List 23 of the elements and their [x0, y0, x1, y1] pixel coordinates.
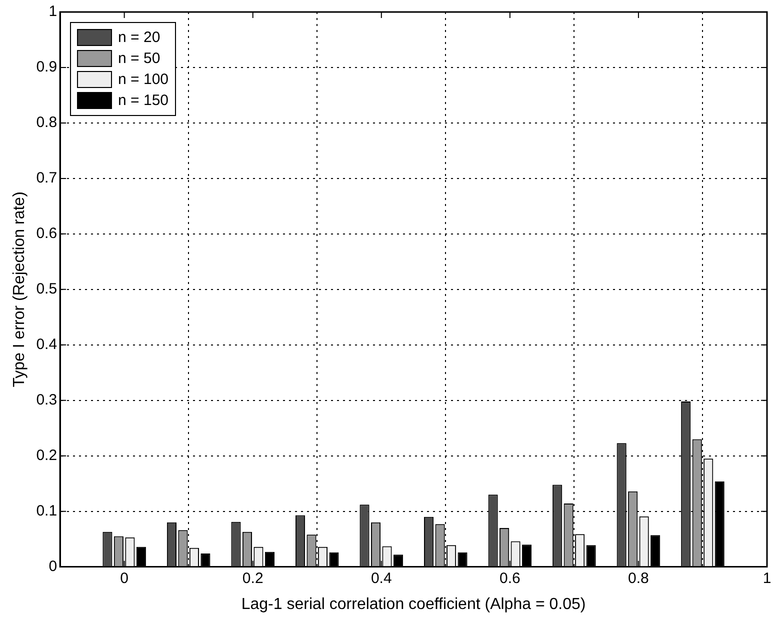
y-tick-label: 0	[48, 558, 58, 575]
legend-label: n = 50	[118, 50, 160, 67]
x-tick-label: 0	[120, 570, 128, 587]
legend-label: n = 20	[118, 29, 160, 46]
y-tick-label: 0.7	[36, 170, 58, 187]
x-tick-label: 1	[762, 570, 772, 587]
legend-label: n = 150	[118, 92, 169, 109]
x-tick-label: 0.2	[242, 570, 264, 587]
y-tick-label: 0.8	[36, 114, 58, 132]
y-tick-label: 0.5	[36, 280, 58, 298]
y-axis-title: Type I error (Rejection rate)	[11, 192, 28, 388]
y-tick-label: 0.1	[36, 502, 58, 520]
y-tick-label: 0.3	[36, 392, 58, 408]
y-tick-label: 1	[48, 3, 58, 20]
x-axis-title: Lag-1 serial correlation coefficient (Alpha = 0.05)	[241, 596, 586, 613]
x-tick-label: 0.4	[370, 570, 392, 587]
y-tick-label: 0.6	[36, 225, 58, 242]
x-tick-label: 0.8	[628, 570, 649, 587]
y-tick-label: 0.4	[36, 336, 58, 354]
y-tick-label: 0.2	[36, 446, 58, 464]
legend-label: n = 100	[118, 71, 169, 88]
x-tick-label: 0.6	[500, 570, 520, 587]
y-tick-label: 0.9	[36, 58, 58, 76]
